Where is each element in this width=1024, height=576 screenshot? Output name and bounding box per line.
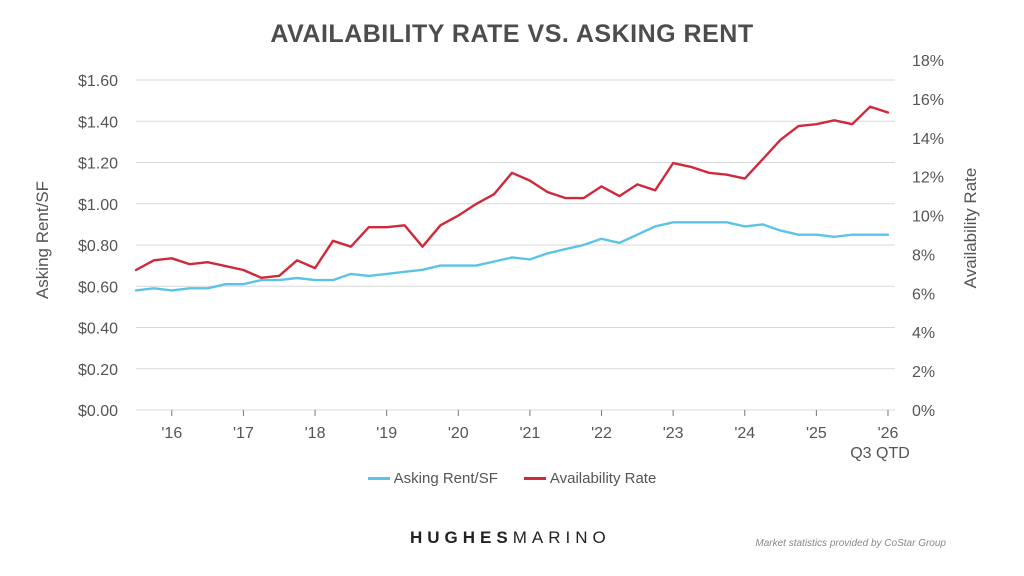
- left-tick-label: $0.40: [78, 321, 118, 338]
- x-tick-label: '18: [305, 425, 326, 442]
- x-tick-note: Q3 QTD: [850, 445, 910, 462]
- x-axis-ticks: '16 '17 '18 '19 '20 '21 '22 '23 '24 '25 '26 Q3 QTD: [161, 410, 910, 462]
- left-tick-label: $0.20: [78, 362, 118, 379]
- series-line-asking-rent-sf: [134, 221, 890, 292]
- x-tick-label: '16: [161, 425, 182, 442]
- brand-name-bold: HUGHES: [410, 528, 513, 547]
- left-axis-label: Asking Rent/SF: [33, 181, 52, 299]
- left-tick-label: $0.60: [78, 279, 118, 296]
- legend: Asking Rent/SF Availability Rate: [0, 470, 1024, 487]
- x-tick-label: '23: [663, 425, 684, 442]
- x-tick-label: '17: [233, 425, 254, 442]
- gridlines: [136, 79, 895, 411]
- legend-swatch-asking-rent: [367, 477, 390, 480]
- right-tick-label: 2%: [912, 364, 935, 381]
- left-tick-label: $1.00: [78, 197, 118, 214]
- right-axis-ticks: 0% 2% 4% 6% 8% 10% 12% 14% 16% 18%: [912, 53, 944, 420]
- right-tick-label: 0%: [912, 403, 935, 420]
- chart-title: AVAILABILITY RATE VS. ASKING RENT: [270, 20, 754, 48]
- left-tick-label: $1.60: [78, 73, 118, 90]
- x-tick-label: '21: [519, 425, 540, 442]
- x-tick-label: '26: [878, 425, 899, 442]
- right-tick-label: 12%: [912, 170, 944, 187]
- legend-item-availability-rate: Availability Rate: [523, 470, 657, 487]
- x-tick-label: '24: [734, 425, 755, 442]
- right-tick-label: 8%: [912, 247, 935, 264]
- series-line-availability-rate: [134, 105, 890, 279]
- legend-label-availability-rate: Availability Rate: [549, 470, 657, 487]
- legend-item-asking-rent: Asking Rent/SF: [367, 470, 498, 487]
- x-tick-label: '22: [591, 425, 612, 442]
- right-tick-label: 10%: [912, 209, 944, 226]
- series-lines: [134, 105, 890, 292]
- right-tick-label: 16%: [912, 92, 944, 109]
- source-note: Market statistics provided by CoStar Gro…: [755, 538, 946, 549]
- left-tick-label: $0.00: [78, 403, 118, 420]
- right-tick-label: 6%: [912, 286, 935, 303]
- right-tick-label: 18%: [912, 53, 944, 70]
- left-tick-label: $0.80: [78, 238, 118, 255]
- right-tick-label: 4%: [912, 325, 935, 342]
- x-tick-label: '20: [448, 425, 469, 442]
- left-axis-ticks: $0.00 $0.20 $0.40 $0.60 $0.80 $1.00 $1.20 $1.40…: [78, 73, 118, 420]
- left-tick-label: $1.40: [78, 114, 118, 131]
- right-tick-label: 14%: [912, 131, 944, 148]
- brand-name-light: MARINO: [512, 528, 611, 547]
- legend-swatch-availability-rate: [523, 477, 546, 480]
- x-tick-label: '19: [376, 425, 397, 442]
- left-tick-label: $1.20: [78, 156, 118, 173]
- right-axis-label: Availability Rate: [961, 168, 980, 289]
- brand-logo: HUGHESMARINO: [410, 528, 611, 548]
- legend-label-asking-rent: Asking Rent/SF: [393, 470, 498, 487]
- x-tick-label: '25: [806, 425, 827, 442]
